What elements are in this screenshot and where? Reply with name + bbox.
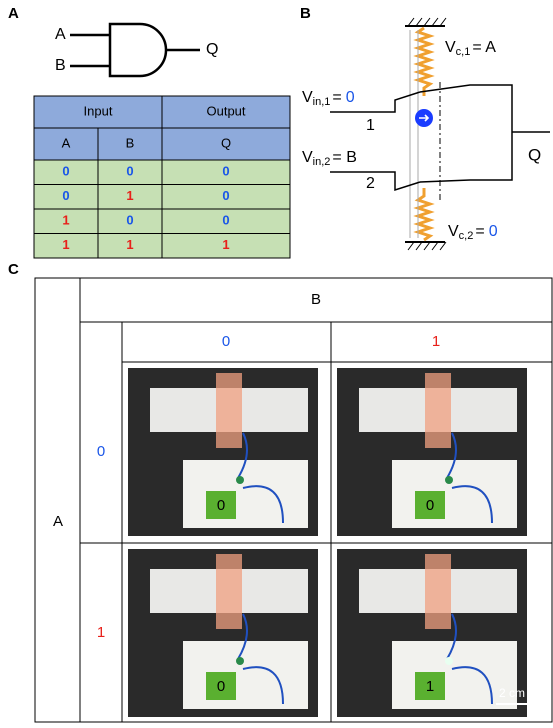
row-value: 0 — [97, 443, 105, 460]
table-cell: 1 — [222, 237, 229, 252]
table-header: Q — [221, 135, 231, 150]
column-header: B — [311, 291, 321, 308]
led — [445, 476, 453, 484]
text: = — [475, 223, 484, 240]
text: = — [332, 89, 341, 106]
spring-glow — [216, 554, 242, 629]
breadboard — [183, 641, 308, 709]
photo: 0 — [337, 368, 527, 536]
value: 0 — [346, 89, 355, 106]
photo-output: 0 — [217, 497, 225, 514]
panel-label: A — [8, 5, 19, 22]
column-value: 0 — [222, 333, 230, 350]
table-cell: 0 — [62, 163, 69, 178]
scale-bar-label: 2 cm — [499, 686, 525, 700]
spring-glow — [425, 373, 451, 448]
symbol: V — [302, 89, 313, 106]
voltage-label: Vin,1= 0 — [302, 89, 355, 108]
spring-glow — [216, 373, 242, 448]
table-cell: 1 — [126, 188, 133, 203]
voltage-label: Vc,1= A — [445, 39, 496, 58]
gate-input: A — [55, 26, 66, 43]
table-header: A — [62, 135, 71, 150]
photo-output: 1 — [426, 678, 434, 695]
table-cell: 0 — [62, 188, 69, 203]
led — [236, 476, 244, 484]
subscript: c,2 — [459, 230, 474, 242]
table-cell: 0 — [126, 163, 133, 178]
panel-label: B — [300, 5, 311, 22]
table-cell: 1 — [126, 237, 133, 252]
photo-output: 0 — [217, 678, 225, 695]
table-header: Output — [206, 103, 245, 118]
symbol: V — [445, 39, 456, 56]
text: = A — [472, 39, 496, 56]
breadboard — [183, 460, 308, 528]
table-cell: 1 — [62, 237, 69, 252]
led — [445, 657, 453, 665]
figure: A A B Q Input Output A B Q 000010100111 … — [0, 0, 553, 723]
table-cell: 0 — [126, 212, 133, 227]
column-value: 1 — [432, 333, 440, 350]
table-cell: 0 — [222, 188, 229, 203]
output-label: Q — [528, 145, 541, 164]
symbol: V — [302, 149, 313, 166]
text: = B — [332, 149, 356, 166]
photo: 0 — [128, 549, 318, 717]
page: A A B Q Input Output A B Q 000010100111 … — [0, 0, 553, 728]
gate-output: Q — [206, 41, 218, 58]
truth-table: Input Output A B Q 0 0 0 0 1 0 1 0 0 1 1 1 — [34, 96, 290, 258]
and-gate — [70, 24, 200, 76]
photo: 0 — [128, 368, 318, 536]
subscript: in,2 — [313, 156, 331, 168]
gate-input: B — [55, 57, 66, 74]
voltage-label: Vc,2= 0 — [448, 223, 498, 242]
photo-output: 0 — [426, 497, 434, 514]
row-header: A — [53, 513, 63, 530]
input-label: 2 — [366, 175, 375, 192]
input-label: 1 — [366, 117, 375, 134]
subscript: in,1 — [313, 96, 331, 108]
breadboard — [392, 460, 517, 528]
symbol: V — [448, 223, 459, 240]
circuit-diagram — [330, 18, 550, 250]
row-value: 1 — [97, 624, 105, 641]
value: 0 — [489, 223, 498, 240]
voltage-label: Vin,2= B — [302, 149, 357, 168]
spring-glow — [425, 554, 451, 629]
table-cell: 0 — [222, 212, 229, 227]
subscript: c,1 — [456, 46, 471, 58]
table-header: B — [126, 135, 135, 150]
led — [236, 657, 244, 665]
table-header: Input — [84, 103, 113, 118]
table-cell: 1 — [62, 212, 69, 227]
panel-label: C — [8, 261, 19, 278]
table-cell: 0 — [222, 163, 229, 178]
